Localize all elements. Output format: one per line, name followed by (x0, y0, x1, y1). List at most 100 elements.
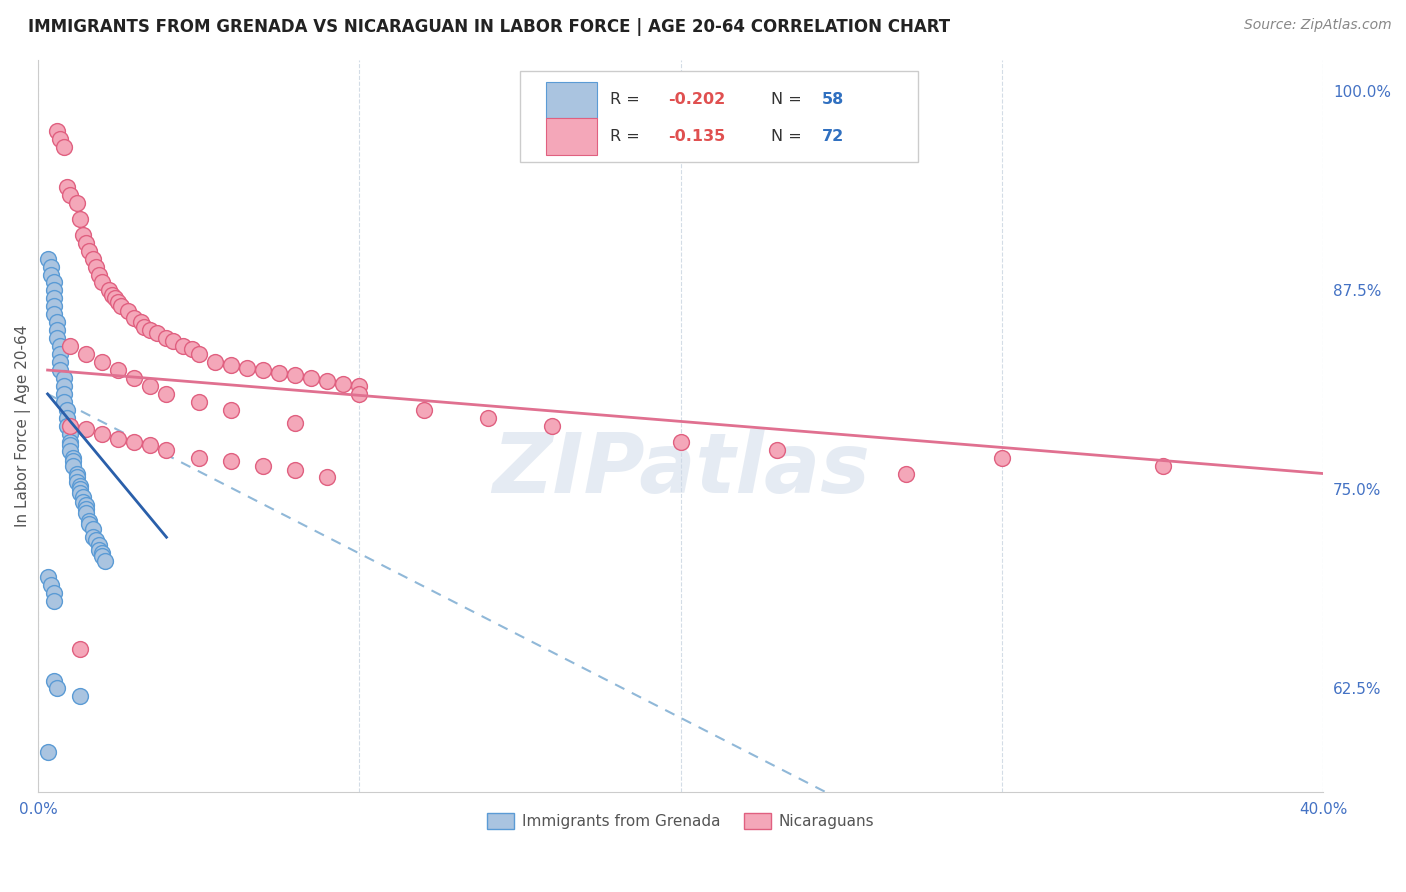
Text: 58: 58 (823, 93, 844, 107)
Point (316, 374, 339, 388)
Point (991, 450, 1014, 465)
Point (110, 299, 132, 313)
Point (172, 339, 194, 353)
Point (75, 422, 97, 436)
Point (59, 418, 82, 433)
Point (117, 304, 139, 318)
Point (91, 276, 114, 290)
Point (1152, 458, 1174, 473)
Point (69, 641, 91, 656)
Point (129, 315, 152, 329)
Point (75, 347, 97, 361)
Point (52, 387, 75, 401)
Point (412, 402, 434, 417)
Point (79, 244, 101, 258)
Point (42, 276, 65, 290)
Point (669, 434, 692, 449)
Point (56, 402, 79, 417)
Point (59, 444, 82, 458)
Point (42, 586, 65, 600)
Point (82, 522, 104, 536)
Point (49, 363, 72, 377)
Point (65, 195, 87, 210)
Point (46, 323, 69, 337)
Point (59, 438, 82, 452)
Point (91, 546, 114, 560)
Point (477, 410, 499, 425)
Point (124, 310, 146, 325)
Point (37, 252, 59, 266)
Point (52, 395, 75, 409)
Point (299, 371, 322, 385)
Point (49, 347, 72, 361)
Text: 72: 72 (823, 129, 844, 144)
Point (284, 416, 307, 430)
Point (87, 538, 110, 552)
Point (91, 549, 114, 564)
Point (91, 355, 114, 369)
Point (69, 211, 91, 226)
Point (42, 673, 65, 688)
Point (62, 458, 84, 473)
Point (124, 434, 146, 449)
Point (107, 363, 129, 377)
Point (42, 307, 65, 321)
Point (56, 410, 79, 425)
Point (181, 343, 204, 357)
Text: N =: N = (770, 93, 807, 107)
Point (155, 331, 177, 345)
Point (39, 268, 62, 282)
Point (59, 426, 82, 441)
Point (49, 339, 72, 353)
Point (39, 260, 62, 274)
Point (252, 363, 274, 377)
Point (204, 355, 226, 369)
Point (219, 359, 242, 373)
Text: IMMIGRANTS FROM GRENADA VS NICARAGUAN IN LABOR FORCE | AGE 20-64 CORRELATION CHA: IMMIGRANTS FROM GRENADA VS NICARAGUAN IN… (28, 18, 950, 36)
Point (349, 379, 371, 393)
Point (146, 326, 169, 341)
Text: ZIPatlas: ZIPatlas (492, 429, 869, 510)
Point (349, 387, 371, 401)
Text: R =: R = (610, 129, 645, 144)
Point (52, 140, 75, 154)
Point (87, 268, 110, 282)
Point (101, 288, 124, 302)
Point (75, 235, 97, 250)
Text: Source: ZipAtlas.com: Source: ZipAtlas.com (1244, 18, 1392, 32)
Point (46, 681, 69, 696)
Point (46, 315, 69, 329)
Point (75, 501, 97, 516)
Point (107, 294, 129, 309)
Point (284, 463, 307, 477)
Point (49, 355, 72, 369)
FancyBboxPatch shape (520, 70, 918, 162)
Point (252, 458, 274, 473)
Point (69, 485, 91, 500)
Text: R =: R = (610, 93, 645, 107)
Point (52, 379, 75, 393)
Point (155, 442, 177, 457)
Point (46, 331, 69, 345)
Bar (546, 81, 598, 118)
Point (94, 554, 117, 568)
Point (236, 361, 259, 376)
Point (87, 543, 110, 558)
Point (39, 578, 62, 592)
Point (72, 495, 94, 509)
Bar (546, 118, 598, 155)
Point (332, 377, 354, 392)
Point (62, 450, 84, 465)
Point (316, 469, 339, 483)
Point (52, 371, 75, 385)
Point (219, 402, 242, 417)
Point (46, 124, 69, 138)
Point (69, 690, 91, 704)
Point (107, 432, 129, 446)
Point (84, 533, 107, 548)
Point (37, 570, 59, 584)
Point (79, 514, 101, 528)
Point (72, 491, 94, 505)
Point (65, 467, 87, 481)
Text: -0.202: -0.202 (668, 93, 725, 107)
